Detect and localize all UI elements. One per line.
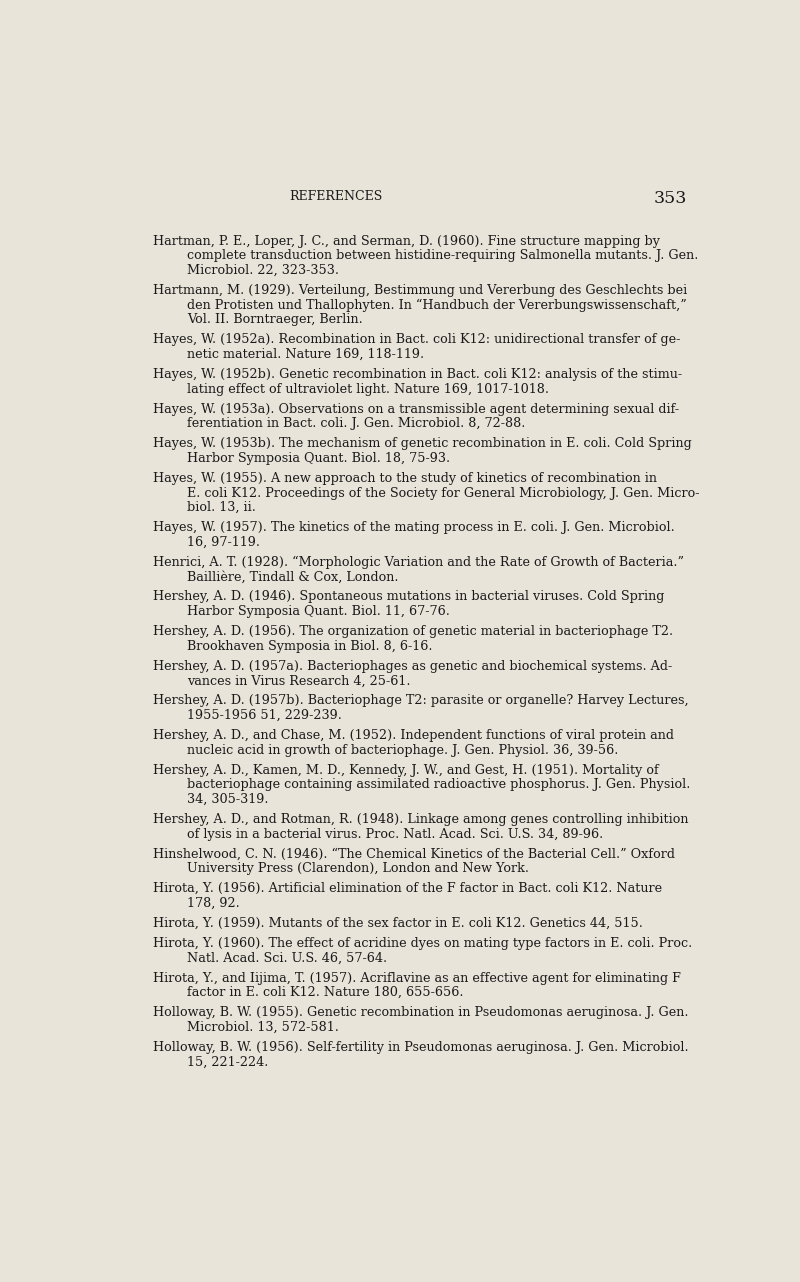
Text: E. coli K12. Proceedings of the Society for General Microbiology, J. Gen. Micro-: E. coli K12. Proceedings of the Society …: [187, 486, 699, 500]
Text: Hershey, A. D. (1946). Spontaneous mutations in bacterial viruses. Cold Spring: Hershey, A. D. (1946). Spontaneous mutat…: [153, 591, 664, 604]
Text: Hershey, A. D. (1957b). Bacteriophage T2: parasite or organelle? Harvey Lectures: Hershey, A. D. (1957b). Bacteriophage T2…: [153, 695, 688, 708]
Text: bacteriophage containing assimilated radioactive phosphorus. J. Gen. Physiol.: bacteriophage containing assimilated rad…: [187, 778, 690, 791]
Text: 178, 92.: 178, 92.: [187, 897, 239, 910]
Text: Holloway, B. W. (1956). Self-fertility in Pseudomonas aeruginosa. J. Gen. Microb: Holloway, B. W. (1956). Self-fertility i…: [153, 1041, 688, 1054]
Text: Hayes, W. (1952a). Recombination in Bact. coli K12: unidirectional transfer of g: Hayes, W. (1952a). Recombination in Bact…: [153, 333, 680, 346]
Text: Hinshelwood, C. N. (1946). “The Chemical Kinetics of the Bacterial Cell.” Oxford: Hinshelwood, C. N. (1946). “The Chemical…: [153, 847, 674, 860]
Text: Hayes, W. (1952b). Genetic recombination in Bact. coli K12: analysis of the stim: Hayes, W. (1952b). Genetic recombination…: [153, 368, 682, 381]
Text: Hirota, Y., and Iijima, T. (1957). Acriflavine as an effective agent for elimina: Hirota, Y., and Iijima, T. (1957). Acrif…: [153, 972, 681, 985]
Text: Vol. II. Borntraeger, Berlin.: Vol. II. Borntraeger, Berlin.: [187, 313, 362, 326]
Text: Henrici, A. T. (1928). “Morphologic Variation and the Rate of Growth of Bacteria: Henrici, A. T. (1928). “Morphologic Vari…: [153, 556, 684, 569]
Text: Hayes, W. (1957). The kinetics of the mating process in E. coli. J. Gen. Microbi: Hayes, W. (1957). The kinetics of the ma…: [153, 522, 674, 535]
Text: Harbor Symposia Quant. Biol. 18, 75-93.: Harbor Symposia Quant. Biol. 18, 75-93.: [187, 451, 450, 465]
Text: Hayes, W. (1953b). The mechanism of genetic recombination in E. coli. Cold Sprin: Hayes, W. (1953b). The mechanism of gene…: [153, 437, 691, 450]
Text: ferentiation in Bact. coli. J. Gen. Microbiol. 8, 72-88.: ferentiation in Bact. coli. J. Gen. Micr…: [187, 417, 525, 431]
Text: Microbiol. 22, 323-353.: Microbiol. 22, 323-353.: [187, 264, 339, 277]
Text: vances in Virus Research 4, 25-61.: vances in Virus Research 4, 25-61.: [187, 674, 410, 687]
Text: 353: 353: [654, 190, 687, 208]
Text: Hirota, Y. (1960). The effect of acridine dyes on mating type factors in E. coli: Hirota, Y. (1960). The effect of acridin…: [153, 937, 692, 950]
Text: 1955-1956 51, 229-239.: 1955-1956 51, 229-239.: [187, 709, 342, 722]
Text: complete transduction between histidine-requiring Salmonella mutants. J. Gen.: complete transduction between histidine-…: [187, 250, 698, 263]
Text: Hartman, P. E., Loper, J. C., and Serman, D. (1960). Fine structure mapping by: Hartman, P. E., Loper, J. C., and Serman…: [153, 235, 660, 247]
Text: Hirota, Y. (1959). Mutants of the sex factor in E. coli K12. Genetics 44, 515.: Hirota, Y. (1959). Mutants of the sex fa…: [153, 917, 642, 929]
Text: lating effect of ultraviolet light. Nature 169, 1017-1018.: lating effect of ultraviolet light. Natu…: [187, 382, 549, 396]
Text: University Press (Clarendon), London and New York.: University Press (Clarendon), London and…: [187, 863, 529, 876]
Text: Harbor Symposia Quant. Biol. 11, 67-76.: Harbor Symposia Quant. Biol. 11, 67-76.: [187, 605, 450, 618]
Text: Hershey, A. D., Kamen, M. D., Kennedy, J. W., and Gest, H. (1951). Mortality of: Hershey, A. D., Kamen, M. D., Kennedy, J…: [153, 764, 658, 777]
Text: biol. 13, ii.: biol. 13, ii.: [187, 501, 256, 514]
Text: Hayes, W. (1953a). Observations on a transmissible agent determining sexual dif-: Hayes, W. (1953a). Observations on a tra…: [153, 403, 679, 415]
Text: Hirota, Y. (1956). Artificial elimination of the F factor in Bact. coli K12. Nat: Hirota, Y. (1956). Artificial eliminatio…: [153, 882, 662, 895]
Text: netic material. Nature 169, 118-119.: netic material. Nature 169, 118-119.: [187, 347, 424, 362]
Text: Microbiol. 13, 572-581.: Microbiol. 13, 572-581.: [187, 1020, 338, 1033]
Text: Brookhaven Symposia in Biol. 8, 6-16.: Brookhaven Symposia in Biol. 8, 6-16.: [187, 640, 432, 653]
Text: nucleic acid in growth of bacteriophage. J. Gen. Physiol. 36, 39-56.: nucleic acid in growth of bacteriophage.…: [187, 744, 618, 756]
Text: of lysis in a bacterial virus. Proc. Natl. Acad. Sci. U.S. 34, 89-96.: of lysis in a bacterial virus. Proc. Nat…: [187, 828, 603, 841]
Text: 34, 305-319.: 34, 305-319.: [187, 792, 268, 806]
Text: 16, 97-119.: 16, 97-119.: [187, 536, 260, 549]
Text: factor in E. coli K12. Nature 180, 655-656.: factor in E. coli K12. Nature 180, 655-6…: [187, 986, 463, 999]
Text: Hartmann, M. (1929). Verteilung, Bestimmung und Vererbung des Geschlechts bei: Hartmann, M. (1929). Verteilung, Bestimm…: [153, 285, 687, 297]
Text: Holloway, B. W. (1955). Genetic recombination in Pseudomonas aeruginosa. J. Gen.: Holloway, B. W. (1955). Genetic recombin…: [153, 1006, 688, 1019]
Text: 15, 221-224.: 15, 221-224.: [187, 1055, 268, 1068]
Text: Hershey, A. D. (1956). The organization of genetic material in bacteriophage T2.: Hershey, A. D. (1956). The organization …: [153, 626, 673, 638]
Text: Hershey, A. D. (1957a). Bacteriophages as genetic and biochemical systems. Ad-: Hershey, A. D. (1957a). Bacteriophages a…: [153, 660, 672, 673]
Text: Baillière, Tindall & Cox, London.: Baillière, Tindall & Cox, London.: [187, 570, 398, 583]
Text: Natl. Acad. Sci. U.S. 46, 57-64.: Natl. Acad. Sci. U.S. 46, 57-64.: [187, 951, 387, 964]
Text: Hershey, A. D., and Chase, M. (1952). Independent functions of viral protein and: Hershey, A. D., and Chase, M. (1952). In…: [153, 729, 674, 742]
Text: den Protisten und Thallophyten. In “Handbuch der Vererbungswissenschaft,”: den Protisten und Thallophyten. In “Hand…: [187, 299, 686, 312]
Text: Hayes, W. (1955). A new approach to the study of kinetics of recombination in: Hayes, W. (1955). A new approach to the …: [153, 472, 657, 485]
Text: REFERENCES: REFERENCES: [289, 190, 382, 204]
Text: Hershey, A. D., and Rotman, R. (1948). Linkage among genes controlling inhibitio: Hershey, A. D., and Rotman, R. (1948). L…: [153, 813, 688, 826]
